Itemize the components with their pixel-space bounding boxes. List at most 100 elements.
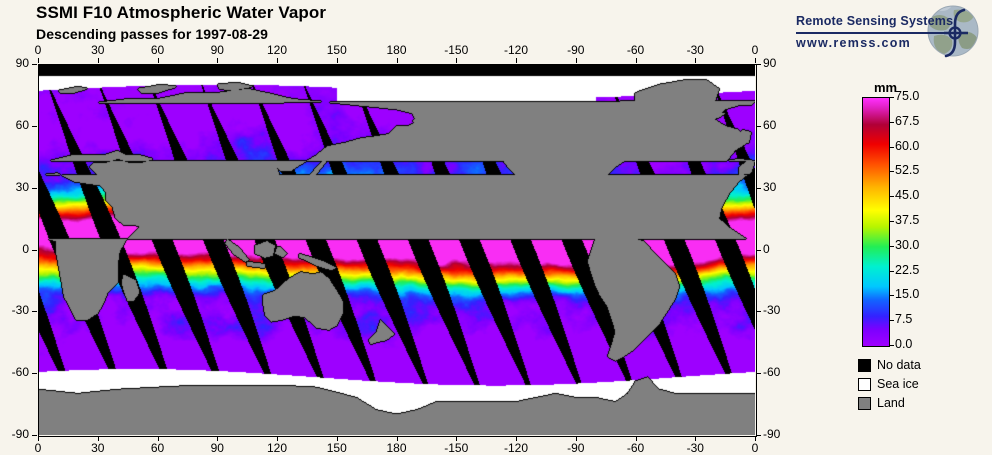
- page-title: SSMI F10 Atmospheric Water Vapor: [36, 3, 327, 22]
- y-axis-tick: [756, 373, 761, 374]
- x-axis-tick: [636, 436, 637, 441]
- water-vapor-raster: [38, 64, 755, 435]
- colorbar-tick: [889, 246, 894, 247]
- x-axis-label: 180: [386, 43, 407, 57]
- legend-swatch: [858, 397, 871, 410]
- y-axis-label: -60: [763, 365, 781, 380]
- x-axis-tick: [337, 436, 338, 441]
- colorbar-tick: [889, 295, 894, 296]
- legend-swatch: [858, 359, 871, 372]
- colorbar-tick-label: 60.0: [895, 138, 920, 153]
- y-axis-tick: [32, 435, 37, 436]
- colorbar-tick-label: 22.5: [895, 262, 920, 277]
- x-axis-tick: [217, 436, 218, 441]
- colorbar: [862, 97, 890, 347]
- x-axis-tick: [397, 436, 398, 441]
- y-axis-tick: [32, 373, 37, 374]
- x-axis-tick: [755, 436, 756, 441]
- colorbar-tick-label: 0.0: [895, 337, 913, 351]
- x-axis-label: -120: [503, 441, 529, 455]
- colorbar-tick: [889, 122, 894, 123]
- x-axis-tick: [695, 436, 696, 441]
- colorbar-tick-label: 37.5: [895, 213, 920, 227]
- x-axis-label: -90: [567, 43, 585, 57]
- x-axis-tick: [38, 436, 39, 441]
- y-axis-tick: [756, 311, 761, 312]
- x-axis-tick: [158, 58, 159, 63]
- x-axis-label: 0: [34, 441, 42, 455]
- x-axis-label: -30: [686, 43, 704, 57]
- y-axis-label: 90: [15, 56, 29, 70]
- x-axis-label: -150: [444, 441, 469, 455]
- x-axis-label: 150: [326, 441, 347, 455]
- colorbar-tick-label: 7.5: [895, 312, 913, 327]
- x-axis-label: 30: [91, 441, 105, 455]
- colorbar-tick: [889, 345, 894, 346]
- x-axis-label: -90: [567, 441, 585, 455]
- water-vapor-heatmap: [38, 64, 755, 435]
- y-axis-label: 60: [763, 117, 777, 132]
- y-axis-tick: [756, 64, 761, 65]
- x-axis-label: 90: [210, 43, 224, 57]
- x-axis-label: 90: [210, 441, 224, 455]
- x-axis-tick: [98, 436, 99, 441]
- y-axis-label: 0: [763, 241, 770, 256]
- colorbar-tick: [889, 320, 894, 321]
- colorbar-unit-label: mm: [874, 80, 898, 95]
- y-axis-label: 60: [15, 117, 29, 132]
- legend-label: No data: [877, 358, 921, 372]
- legend-label: Land: [877, 396, 905, 410]
- x-axis-tick: [456, 436, 457, 441]
- y-axis-tick: [32, 188, 37, 189]
- x-axis-tick: [516, 436, 517, 441]
- page-subtitle: Descending passes for 1997-08-29: [36, 26, 268, 42]
- y-axis-tick: [32, 64, 37, 65]
- x-axis-label: 60: [150, 441, 165, 455]
- x-axis-label: 120: [266, 43, 288, 57]
- x-axis-tick: [516, 58, 517, 63]
- x-axis-tick: [576, 58, 577, 63]
- colorbar-tick: [889, 171, 894, 172]
- brand-url[interactable]: www.remss.com: [796, 36, 912, 50]
- colorbar-tick: [889, 97, 894, 98]
- y-axis-label: -90: [11, 427, 29, 441]
- x-axis-label: -60: [626, 441, 645, 455]
- y-axis-tick: [32, 250, 37, 251]
- x-axis-tick: [38, 58, 39, 63]
- colorbar-tick-label: 67.5: [895, 113, 920, 128]
- x-axis-label: 0: [751, 441, 759, 455]
- colorbar-tick-label: 45.0: [895, 188, 920, 203]
- x-axis-label: -120: [503, 43, 529, 57]
- x-axis-tick: [158, 436, 159, 441]
- x-axis-tick: [98, 58, 99, 63]
- x-axis-label: -60: [626, 43, 645, 57]
- x-axis-tick: [576, 436, 577, 441]
- x-axis-tick: [695, 58, 696, 63]
- brand-name: Remote Sensing Systems: [796, 14, 954, 28]
- x-axis-tick: [636, 58, 637, 63]
- y-axis-label: 90: [763, 56, 777, 70]
- colorbar-tick: [889, 221, 894, 222]
- x-axis-tick: [755, 58, 756, 63]
- x-axis-tick: [217, 58, 218, 63]
- globe-icon: [927, 5, 979, 58]
- x-axis-label: 150: [326, 43, 347, 57]
- colorbar-tick-label: 52.5: [895, 163, 920, 178]
- y-axis-label: -90: [763, 427, 781, 441]
- brand-rule: [796, 32, 944, 34]
- y-axis-tick: [756, 126, 761, 127]
- colorbar-tick: [889, 147, 894, 148]
- colorbar-tick: [889, 271, 894, 272]
- y-axis-label: 30: [15, 179, 29, 194]
- map-plot-area[interactable]: [38, 64, 755, 435]
- x-axis-tick: [277, 58, 278, 63]
- colorbar-tick-label: 30.0: [895, 237, 920, 252]
- y-axis-tick: [32, 311, 37, 312]
- y-axis-tick: [756, 250, 761, 251]
- y-axis-label: 30: [763, 179, 777, 194]
- y-axis-label: -60: [11, 365, 29, 380]
- y-axis-tick: [32, 126, 37, 127]
- y-axis-tick: [756, 435, 761, 436]
- x-axis-tick: [337, 58, 338, 63]
- y-axis-label: -30: [763, 303, 781, 318]
